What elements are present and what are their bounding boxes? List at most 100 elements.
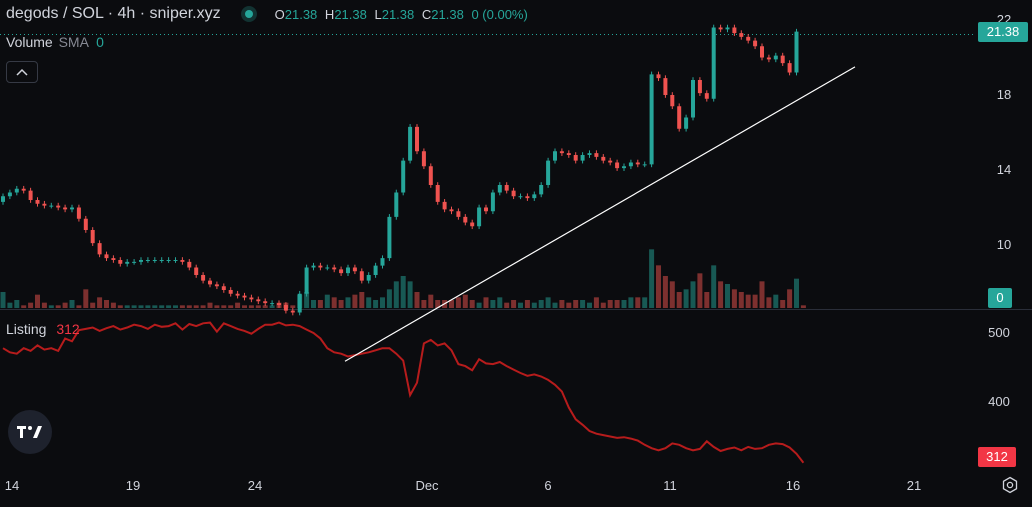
volume-bar: [731, 289, 737, 308]
volume-bar: [435, 300, 441, 308]
time-tick-label: 14: [5, 478, 19, 493]
volume-bar: [773, 294, 779, 308]
volume-bar: [380, 297, 385, 308]
volume-bar: [21, 305, 27, 308]
candle-body: [256, 299, 261, 302]
volume-bar: [794, 278, 799, 308]
candle-body: [691, 80, 695, 118]
time-tick-label: 11: [663, 478, 677, 493]
time-tick-label: 24: [248, 478, 262, 493]
volume-bar: [414, 292, 420, 308]
volume-bar: [311, 300, 316, 308]
volume-bar: [131, 305, 137, 308]
candle-body: [366, 275, 371, 281]
symbol-title[interactable]: degods / SOL · 4h · sniper.xyz: [6, 5, 221, 22]
candle-body: [263, 301, 268, 304]
axis-settings-button[interactable]: [999, 474, 1021, 496]
candle-body: [408, 126, 413, 161]
candle-body: [428, 166, 433, 185]
candle-body: [228, 290, 233, 294]
tradingview-logo[interactable]: [8, 410, 52, 454]
volume-bar: [7, 302, 13, 308]
candle-body: [711, 27, 716, 99]
candle-body: [539, 185, 544, 195]
volume-bar: [787, 289, 793, 308]
volume-label: Volume: [6, 34, 53, 50]
price-tick-label: 18: [997, 87, 1011, 102]
volume-bar: [580, 300, 586, 308]
candle-body: [152, 260, 157, 261]
volume-bar: [255, 305, 261, 308]
candle-body: [490, 192, 495, 212]
candle-body: [739, 33, 744, 37]
candle-body: [601, 156, 606, 161]
candle-body: [90, 230, 95, 244]
candle-body: [76, 207, 81, 219]
candle-body: [56, 205, 61, 208]
volume-bar: [41, 302, 47, 308]
candle-body: [145, 260, 150, 261]
candle-body: [656, 74, 661, 79]
volume-bar: [214, 305, 220, 308]
volume-bar: [373, 300, 379, 308]
candle-body: [697, 80, 702, 94]
time-tick-label: 21: [907, 478, 921, 493]
candle-body: [28, 190, 33, 200]
volume-bar: [573, 300, 579, 308]
candle-body: [42, 203, 47, 206]
volume-bar: [179, 305, 185, 308]
volume-bar: [725, 284, 730, 308]
candle-body: [194, 267, 199, 275]
volume-bar: [166, 305, 172, 308]
volume-bar: [138, 305, 144, 308]
candle-body: [628, 162, 633, 167]
volume-bar: [649, 249, 655, 308]
volume-bar: [745, 294, 751, 308]
candle-body: [470, 222, 475, 227]
volume-bar: [304, 292, 310, 308]
volume-bar: [124, 305, 130, 308]
volume-legend[interactable]: Volume SMA 0: [6, 34, 104, 50]
candle-body: [787, 63, 792, 73]
candle-body: [394, 192, 399, 217]
candle-body: [553, 151, 557, 161]
collapse-legend-button[interactable]: [6, 61, 38, 83]
volume-bar: [449, 300, 454, 308]
volume-bar: [780, 300, 786, 308]
candle-body: [642, 164, 647, 166]
candle-body: [311, 265, 316, 268]
candle-body: [83, 218, 88, 230]
time-tick-label: 16: [786, 478, 800, 493]
candle-body: [346, 267, 350, 274]
candle-body: [532, 194, 537, 199]
candle-body: [325, 267, 330, 269]
candle-body: [753, 40, 758, 47]
volume-bar: [524, 300, 530, 308]
volume-bar: [545, 297, 551, 308]
price-badge: 21.38: [978, 22, 1028, 42]
tradingview-logo-icon: [17, 426, 42, 438]
candle-body: [277, 303, 281, 305]
candle-body: [339, 269, 344, 274]
low-label: L: [374, 6, 382, 22]
time-tick-label: 6: [544, 478, 551, 493]
candle-body: [566, 153, 571, 155]
listing-value: 312: [56, 321, 80, 337]
volume-bar: [228, 305, 234, 308]
volume-bar: [483, 297, 489, 308]
volume-bar: [462, 294, 468, 308]
volume-bar: [110, 302, 116, 308]
volume-bar: [600, 302, 606, 308]
candle-body: [725, 27, 730, 30]
candle-body: [187, 261, 192, 268]
listing-legend[interactable]: Listing 312: [6, 321, 80, 337]
volume-bar: [607, 300, 613, 308]
volume-bar: [221, 305, 227, 308]
volume-bar: [331, 297, 337, 308]
volume-bar: [566, 302, 572, 308]
candle-body: [180, 260, 185, 262]
volume-bar: [621, 300, 627, 308]
volume-bar: [587, 302, 592, 308]
volume-bar: [518, 302, 523, 308]
